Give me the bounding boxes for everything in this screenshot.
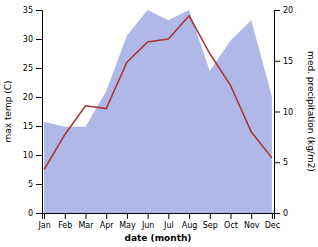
tick-label: 0 bbox=[28, 209, 33, 218]
tick-mark bbox=[210, 213, 211, 219]
y-axis-title: max temp (C) bbox=[3, 80, 13, 142]
chart: JanFebMarAprMayJunJulAugSepOctNovDec0510… bbox=[0, 0, 318, 247]
tick-label: Jun bbox=[141, 221, 155, 230]
x-axis: Jan Feb Mar Apr May Jun Jul Aug Sep Oct Nov Dec bbox=[37, 213, 280, 230]
tick-mark bbox=[168, 213, 169, 219]
tick-label: Dec bbox=[265, 221, 280, 230]
y-axis-line bbox=[36, 11, 43, 214]
tick-mark bbox=[44, 213, 45, 219]
x-axis-tick: Jun bbox=[141, 213, 155, 230]
tick-mark bbox=[148, 213, 149, 219]
tick-mark bbox=[251, 213, 252, 219]
x-axis-title: date (month) bbox=[125, 233, 192, 243]
tick-label: Oct bbox=[224, 221, 238, 230]
tick-mark bbox=[36, 184, 42, 185]
y2-axis-tick: 20 bbox=[274, 6, 293, 15]
y-axis: 0 5 10 15 20 25 30 35 bbox=[23, 6, 43, 218]
y-axis-tick: 10 bbox=[23, 151, 42, 160]
x-axis-tick: Feb bbox=[58, 213, 72, 230]
y-axis-tick: 5 bbox=[28, 180, 42, 189]
y-axis-tick: 35 bbox=[23, 6, 42, 15]
tick-mark bbox=[274, 112, 280, 113]
tick-mark bbox=[36, 97, 42, 98]
tick-mark bbox=[36, 126, 42, 127]
y2-axis-title: med. precipitation (kg/m2) bbox=[306, 51, 316, 172]
y2-axis-tick: 5 bbox=[274, 158, 288, 167]
tick-mark bbox=[189, 213, 190, 219]
tick-mark bbox=[36, 68, 42, 69]
y2-axis: 0 5 10 15 20 bbox=[274, 6, 293, 218]
tick-label: Sep bbox=[203, 221, 218, 230]
tick-label: 5 bbox=[28, 180, 33, 189]
y2-axis-tick: 0 bbox=[274, 209, 288, 218]
tick-mark bbox=[65, 213, 66, 219]
y-axis-tick: 30 bbox=[23, 35, 42, 44]
tick-label: 0 bbox=[283, 209, 288, 218]
tick-label: May bbox=[119, 221, 136, 230]
tick-mark bbox=[106, 213, 107, 219]
tick-mark bbox=[274, 61, 280, 62]
y-axis-tick: 0 bbox=[28, 209, 42, 218]
x-axis-tick: Jan bbox=[37, 213, 50, 230]
x-axis-line bbox=[43, 214, 275, 220]
tick-mark bbox=[36, 213, 42, 214]
tick-label: 10 bbox=[283, 108, 293, 117]
tick-mark bbox=[36, 10, 42, 11]
tick-label: 20 bbox=[283, 6, 293, 15]
x-axis-tick: Oct bbox=[224, 213, 238, 230]
tick-label: Aug bbox=[182, 221, 198, 230]
tick-label: 30 bbox=[23, 35, 33, 44]
tick-label: Apr bbox=[100, 221, 115, 230]
x-axis-tick: Sep bbox=[203, 213, 218, 230]
tick-mark bbox=[272, 213, 273, 219]
tick-mark bbox=[274, 162, 280, 163]
tick-label: Feb bbox=[58, 221, 72, 230]
tick-label: 10 bbox=[23, 151, 33, 160]
tick-mark bbox=[231, 213, 232, 219]
marks bbox=[44, 10, 272, 213]
x-axis-tick: Dec bbox=[265, 213, 280, 230]
x-axis-tick: May bbox=[119, 213, 136, 230]
x-axis-tick: Aug bbox=[182, 213, 198, 230]
y-axis-tick: 20 bbox=[23, 93, 42, 102]
tick-label: Jul bbox=[163, 221, 174, 230]
precipitation-area bbox=[44, 10, 272, 213]
tick-label: 25 bbox=[23, 64, 33, 73]
tick-label: Jan bbox=[37, 221, 50, 230]
tick-mark bbox=[86, 213, 87, 219]
y2-axis-line bbox=[275, 11, 281, 214]
x-axis-tick: Nov bbox=[244, 213, 260, 230]
tick-label: 15 bbox=[283, 57, 293, 66]
tick-label: 35 bbox=[23, 6, 33, 15]
tick-label: 5 bbox=[283, 158, 288, 167]
tick-label: Nov bbox=[244, 221, 260, 230]
x-axis-tick: Apr bbox=[100, 213, 115, 230]
tick-label: 20 bbox=[23, 93, 33, 102]
tick-label: Mar bbox=[78, 221, 94, 230]
y2-axis-tick: 15 bbox=[274, 57, 293, 66]
tick-label: 15 bbox=[23, 122, 33, 131]
temperature-line bbox=[44, 16, 272, 170]
tick-mark bbox=[274, 10, 280, 11]
y-axis-tick: 15 bbox=[23, 122, 42, 131]
plot: JanFebMarAprMayJunJulAugSepOctNovDec0510… bbox=[23, 6, 293, 230]
tick-mark bbox=[127, 213, 128, 219]
y2-axis-tick: 10 bbox=[274, 108, 293, 117]
x-axis-tick: Mar bbox=[78, 213, 94, 230]
tick-mark bbox=[36, 39, 42, 40]
y-axis-tick: 25 bbox=[23, 64, 42, 73]
x-axis-tick: Jul bbox=[163, 213, 174, 230]
tick-mark bbox=[274, 213, 280, 214]
tick-mark bbox=[36, 155, 42, 156]
